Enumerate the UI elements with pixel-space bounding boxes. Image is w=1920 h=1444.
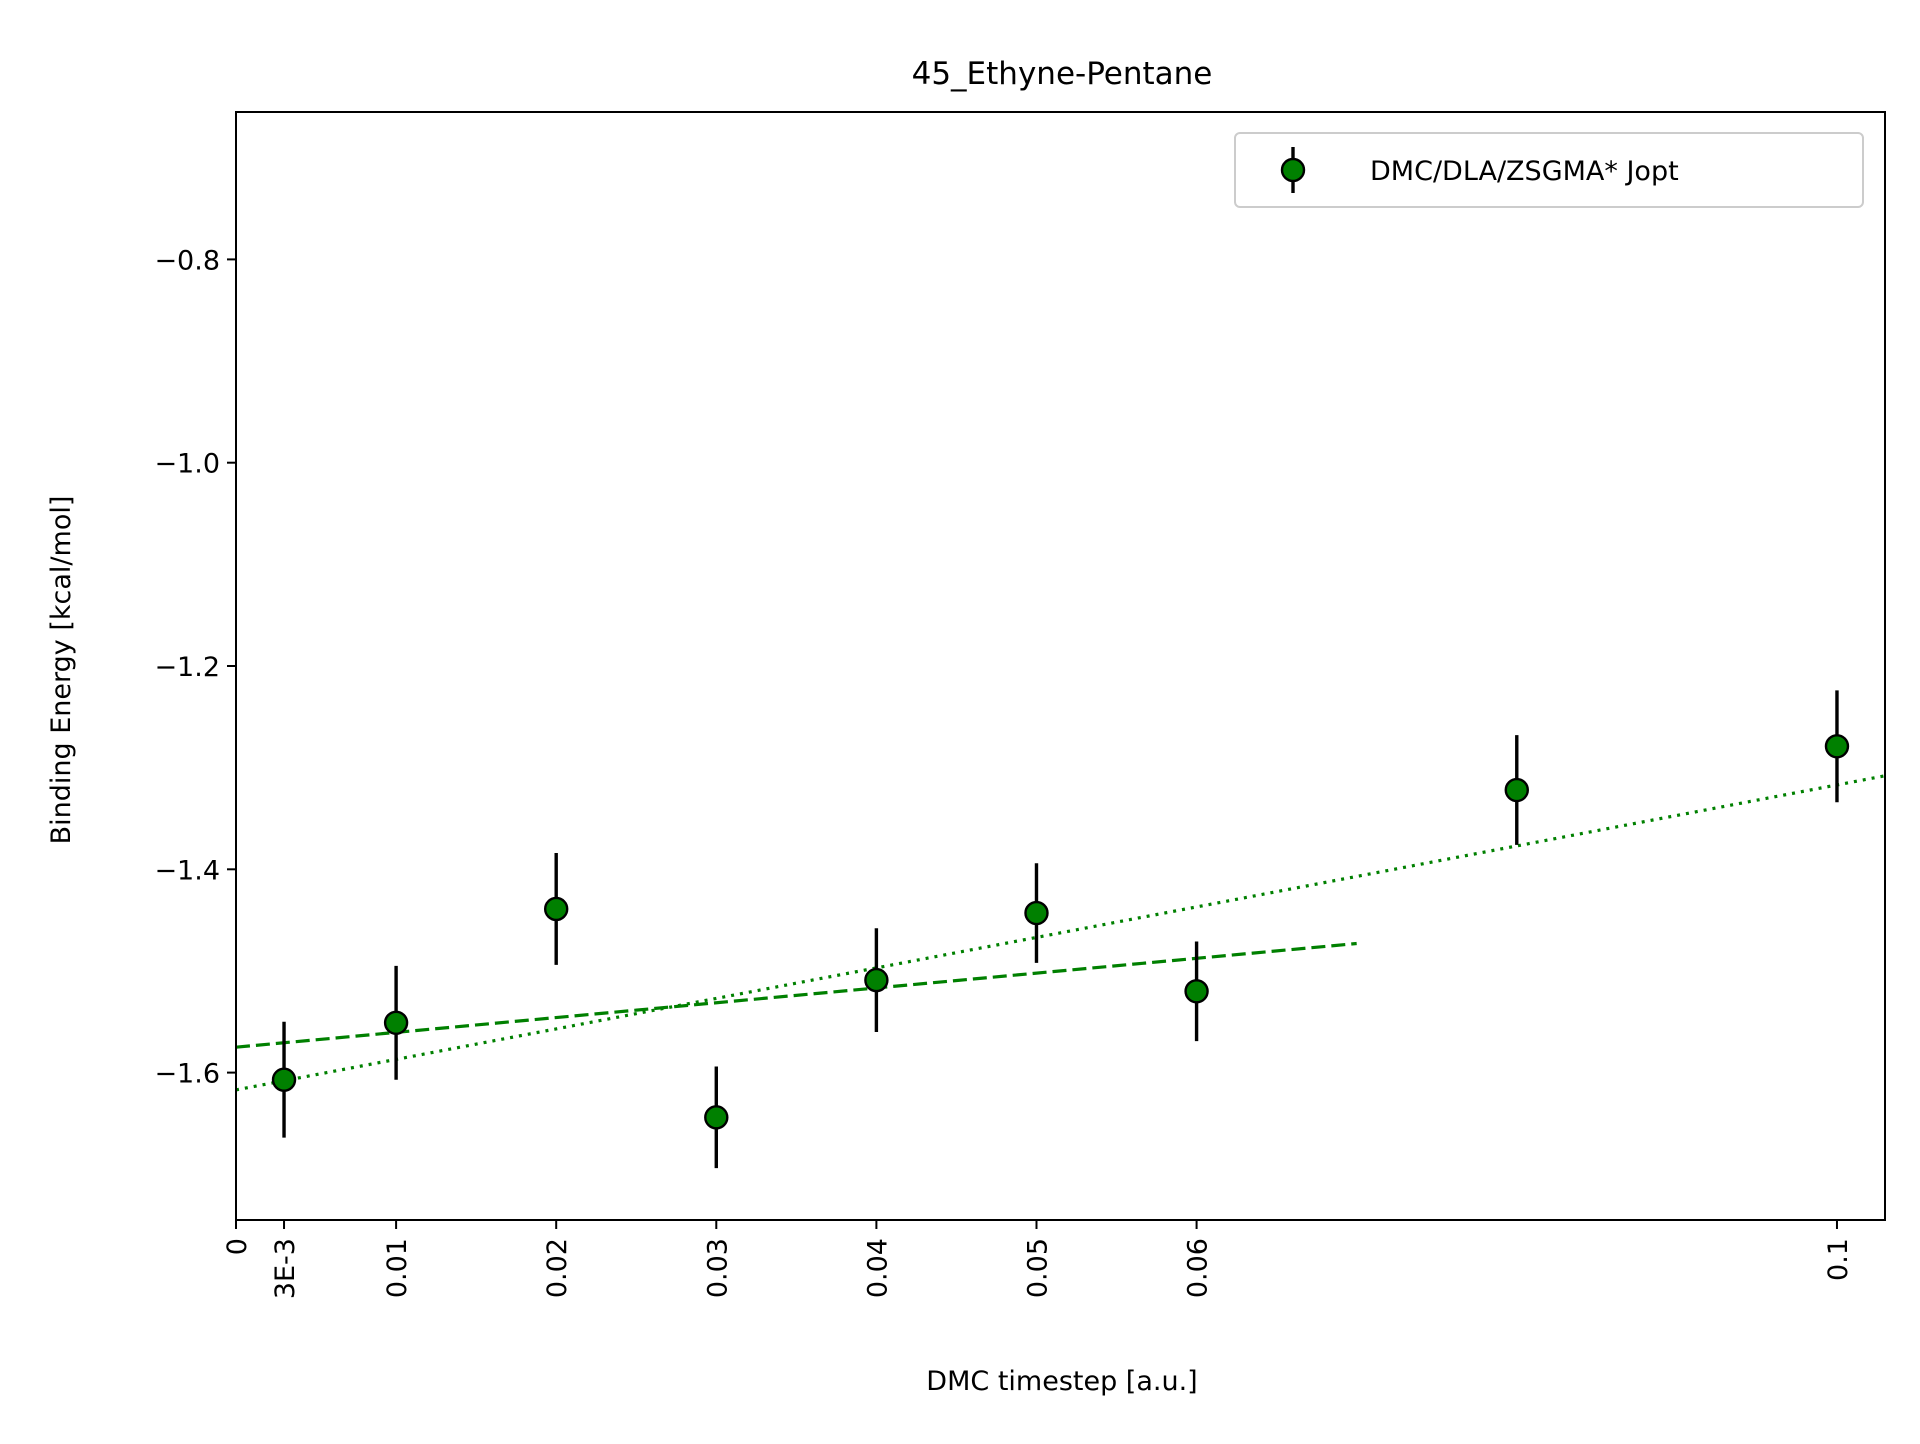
data-point bbox=[543, 896, 569, 922]
data-point bbox=[271, 1067, 297, 1092]
data-point bbox=[704, 1105, 729, 1130]
axes: 0 3E-3 0.01 0.02 0.03 0.04 0.05 0.06 0.1 −0.8 −1.0… bbox=[154, 111, 1886, 1299]
fit-line-dotted bbox=[235, 774, 1886, 1092]
plot-area bbox=[235, 690, 1886, 1169]
data-point bbox=[864, 967, 889, 993]
legend-label: DMC/DLA/ZSGMA* Jopt bbox=[1370, 156, 1679, 187]
x-tick-label: 0.05 bbox=[1022, 1238, 1053, 1298]
x-tick-label: 0.1 bbox=[1823, 1238, 1854, 1281]
x-tick-label: 0.03 bbox=[702, 1238, 733, 1298]
chart-title: 45_Ethyne-Pentane bbox=[912, 56, 1213, 92]
x-tick-label: 0.04 bbox=[862, 1238, 893, 1298]
legend-marker bbox=[1280, 157, 1306, 183]
y-tick-label: −1.6 bbox=[154, 1059, 220, 1090]
y-tick-label: −0.8 bbox=[154, 245, 220, 276]
x-tick-label: 0.01 bbox=[382, 1238, 413, 1298]
y-tick-label: −1.0 bbox=[154, 449, 220, 480]
y-tick-label: −1.4 bbox=[154, 855, 220, 886]
data-point bbox=[1184, 979, 1209, 1004]
x-tick-label: 0.06 bbox=[1183, 1238, 1214, 1298]
data-point bbox=[1024, 900, 1049, 926]
data-point bbox=[1824, 734, 1850, 759]
x-tick-label: 0 bbox=[222, 1238, 253, 1255]
fit-line-dashed bbox=[235, 941, 1357, 1049]
x-axis-label: DMC timestep [a.u.] bbox=[926, 1366, 1197, 1397]
y-tick-label: −1.2 bbox=[154, 652, 220, 683]
legend-box bbox=[1234, 132, 1864, 208]
x-tick-label: 0.02 bbox=[542, 1238, 573, 1298]
y-axis-label: Binding Energy [kcal/mol] bbox=[46, 496, 77, 845]
legend: DMC/DLA/ZSGMA* Jopt bbox=[1234, 132, 1864, 208]
x-tick-label: 3E-3 bbox=[270, 1238, 301, 1299]
data-point bbox=[1504, 777, 1529, 803]
data-point bbox=[383, 1010, 409, 1035]
